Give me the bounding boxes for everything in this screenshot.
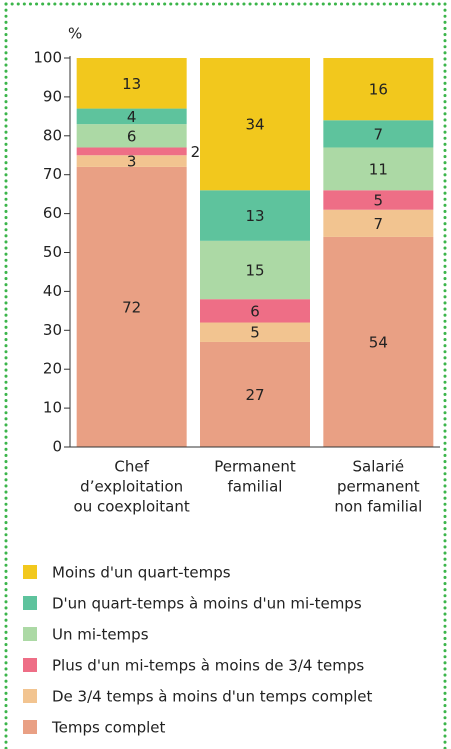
value-label: 5 xyxy=(250,324,260,342)
bar-segment xyxy=(200,58,310,191)
value-label: 2 xyxy=(191,143,201,161)
legend-swatch xyxy=(23,658,37,672)
bar-segment xyxy=(323,120,434,148)
value-label: 27 xyxy=(245,386,264,404)
bar-segment xyxy=(200,322,310,342)
x-tick-label: ou coexploitant xyxy=(74,498,190,516)
legend-swatch xyxy=(23,689,37,703)
legend-label: Plus d'un mi-temps à moins de 3/4 temps xyxy=(52,657,364,675)
value-label: 15 xyxy=(245,262,264,280)
bar-segment xyxy=(76,124,187,148)
x-tick-label: Salarié xyxy=(353,458,405,476)
y-tick-label: 20 xyxy=(43,360,62,378)
bar-segment xyxy=(200,299,310,323)
value-label: 34 xyxy=(245,116,264,134)
value-label: 6 xyxy=(250,302,260,320)
legend-swatch xyxy=(23,627,37,641)
value-label: 6 xyxy=(127,127,137,145)
bar-segment xyxy=(76,147,187,156)
y-tick-label: 50 xyxy=(43,243,62,261)
bar-segment xyxy=(323,236,434,447)
y-tick-label: 40 xyxy=(43,282,62,300)
y-tick-label: 60 xyxy=(43,204,62,222)
value-label: 7 xyxy=(374,215,384,233)
y-axis-label: % xyxy=(68,25,82,43)
bar-segment xyxy=(323,58,434,121)
bar-segment xyxy=(200,240,310,300)
value-label: 16 xyxy=(369,81,388,99)
bar-segment xyxy=(76,108,187,125)
value-label: 54 xyxy=(369,333,388,351)
y-tick-label: 0 xyxy=(52,438,62,456)
bar-segment xyxy=(200,341,310,447)
y-tick-label: 80 xyxy=(43,126,62,144)
x-tick-label: familial xyxy=(228,478,283,496)
y-tick-label: 30 xyxy=(43,321,62,339)
legend-swatch xyxy=(23,565,37,579)
value-label: 13 xyxy=(122,75,141,93)
legend-swatch xyxy=(23,720,37,734)
x-tick-label: permanent xyxy=(337,478,420,496)
legend-label: Temps complet xyxy=(51,719,166,737)
x-tick-label: Chef xyxy=(114,458,149,476)
value-label: 3 xyxy=(127,153,137,171)
x-tick-label: Permanent xyxy=(214,458,296,476)
value-label: 5 xyxy=(374,191,384,209)
y-tick-label: 70 xyxy=(43,165,62,183)
legend-label: Un mi-temps xyxy=(52,626,149,644)
value-label: 72 xyxy=(122,298,141,316)
x-tick-label: non familial xyxy=(334,498,422,516)
bar-segment xyxy=(200,190,310,241)
bar-segment xyxy=(323,147,434,191)
bar-segment xyxy=(76,58,187,109)
value-label: 13 xyxy=(245,207,264,225)
legend-label: D'un quart-temps à moins d'un mi-temps xyxy=(52,595,362,613)
value-label: 7 xyxy=(374,125,384,143)
value-label: 11 xyxy=(369,160,388,178)
bar-segment xyxy=(76,166,187,448)
y-tick-label: 90 xyxy=(43,87,62,105)
bar-segment xyxy=(323,209,434,237)
legend-label: De 3/4 temps à moins d'un temps complet xyxy=(52,688,372,706)
y-tick-label: 10 xyxy=(43,399,62,417)
x-tick-label: d’exploitation xyxy=(80,478,183,496)
bar-segment xyxy=(323,190,434,210)
bar-segment xyxy=(76,155,187,167)
legend-label: Moins d'un quart-temps xyxy=(52,564,231,582)
value-label: 4 xyxy=(127,108,137,126)
y-tick-label: 100 xyxy=(33,49,62,67)
legend-swatch xyxy=(23,596,37,610)
